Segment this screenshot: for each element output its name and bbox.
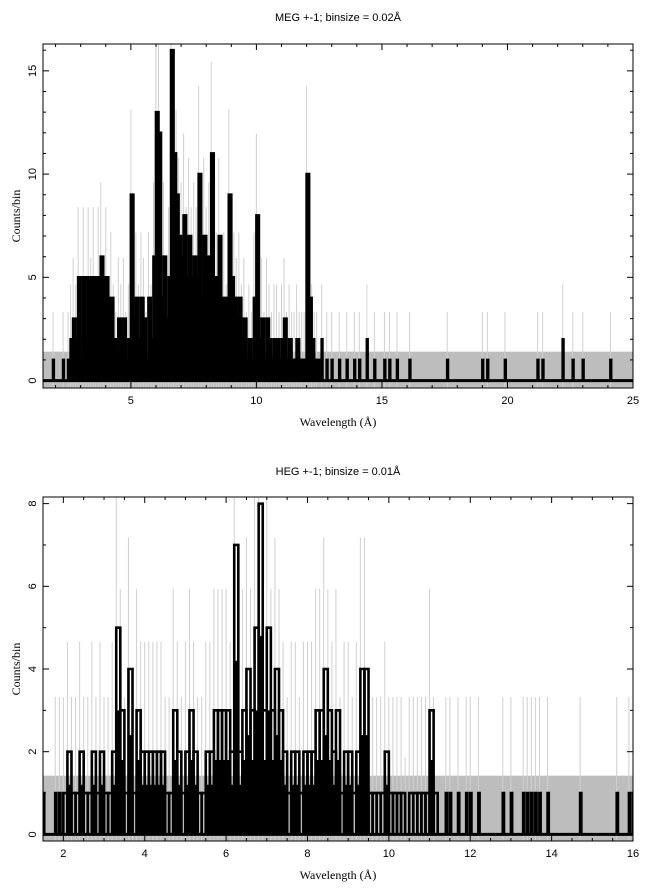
histogram-bar	[51, 358, 56, 381]
y-axis-label: Counts/bin	[9, 190, 23, 243]
histogram-bar	[320, 337, 324, 381]
x-tick-label: 10	[383, 848, 395, 860]
histogram-bar	[534, 791, 538, 835]
y-tick-label: 0	[27, 831, 39, 837]
histogram-bar	[581, 358, 585, 381]
histogram-bar	[445, 358, 450, 381]
y-tick-label: 2	[27, 749, 39, 755]
histogram-bar	[477, 791, 481, 835]
histogram-bar	[383, 358, 387, 381]
plot-frame	[42, 43, 634, 389]
chart-title: HEG +-1; binsize = 0.01Å	[276, 465, 401, 478]
histogram-bar	[325, 358, 329, 381]
histogram-bar	[501, 791, 506, 835]
histogram-bar	[61, 358, 66, 381]
data-layer	[43, 44, 633, 388]
histogram-bar	[536, 358, 540, 381]
histogram-bar	[363, 667, 370, 835]
histogram-bar	[408, 358, 412, 381]
histogram-bar	[127, 667, 134, 835]
y-axis-label: Counts/bin	[9, 643, 23, 696]
histogram-bar	[546, 791, 551, 835]
histogram-bar	[578, 791, 583, 835]
y-tick-label: 8	[27, 501, 39, 507]
histogram-bar	[615, 791, 620, 835]
histogram-bar	[609, 358, 613, 381]
plot-area	[42, 43, 634, 389]
histogram-bar	[428, 709, 435, 835]
y-tick-label: 10	[27, 168, 39, 180]
histogram-bar	[521, 791, 526, 835]
chart-title: MEG +-1; binsize = 0.02Å	[275, 11, 402, 24]
histogram-bar	[541, 358, 545, 381]
data-layer	[43, 497, 633, 841]
histogram-bar	[353, 358, 357, 381]
y-tick-label: 4	[27, 666, 39, 672]
histogram-bar	[119, 709, 126, 835]
y-tick-label: 15	[27, 65, 39, 77]
histogram-bar	[373, 358, 377, 381]
x-tick-label: 10	[250, 395, 262, 407]
histogram-bar	[486, 358, 490, 381]
x-tick-label: 15	[376, 395, 388, 407]
histogram-bar	[481, 358, 485, 381]
histogram-bar	[358, 358, 362, 381]
histogram-bar	[330, 358, 334, 381]
x-tick-label: 2	[60, 848, 66, 860]
histogram-bar	[53, 791, 58, 835]
histogram-bar	[456, 791, 461, 835]
histogram-bar	[529, 791, 534, 835]
histogram-bar	[538, 791, 542, 835]
histogram-bar	[468, 791, 473, 835]
histogram-bar	[448, 791, 453, 835]
histogram-bar	[334, 709, 342, 835]
x-tick-label: 8	[304, 848, 310, 860]
plot-area	[42, 496, 634, 842]
histogram-bar	[627, 791, 632, 835]
histogram-bar	[464, 791, 469, 835]
histogram-bar	[315, 358, 321, 381]
histogram-bar	[561, 337, 565, 381]
x-tick-label: 25	[627, 395, 639, 407]
histogram-bar	[232, 543, 240, 835]
histogram-bar	[444, 791, 449, 835]
y-tick-label: 6	[27, 583, 39, 589]
y-tick-label: 5	[27, 274, 39, 280]
histogram-bar	[337, 358, 342, 381]
histogram-bar	[509, 791, 514, 835]
x-tick-label: 12	[464, 848, 476, 860]
x-axis-label: Wavelength (Å)	[300, 868, 377, 882]
x-tick-label: 5	[128, 395, 134, 407]
histogram-bar	[399, 791, 407, 835]
x-tick-label: 14	[545, 848, 557, 860]
x-tick-label: 20	[501, 395, 513, 407]
histogram-bar	[571, 358, 575, 381]
x-tick-label: 16	[627, 848, 639, 860]
y-tick-label: 0	[27, 378, 39, 384]
histogram-bar	[57, 791, 62, 835]
histogram-bar	[345, 358, 349, 381]
x-tick-label: 4	[142, 848, 148, 860]
histogram-bar	[525, 791, 530, 835]
x-tick-label: 6	[223, 848, 229, 860]
histogram-bar	[365, 337, 369, 381]
histogram-bar	[395, 358, 400, 381]
histogram-bar	[257, 502, 265, 835]
x-axis-label: Wavelength (Å)	[300, 415, 377, 429]
meg-spectrum-plot: MEG +-1; binsize = 0.02Å Wavelength (Å) …	[9, 11, 639, 429]
histogram-bar	[432, 791, 439, 835]
histogram-bar	[503, 358, 508, 381]
heg-spectrum-plot: HEG +-1; binsize = 0.01Å Wavelength (Å) …	[9, 465, 639, 882]
histogram-bar	[388, 358, 392, 381]
